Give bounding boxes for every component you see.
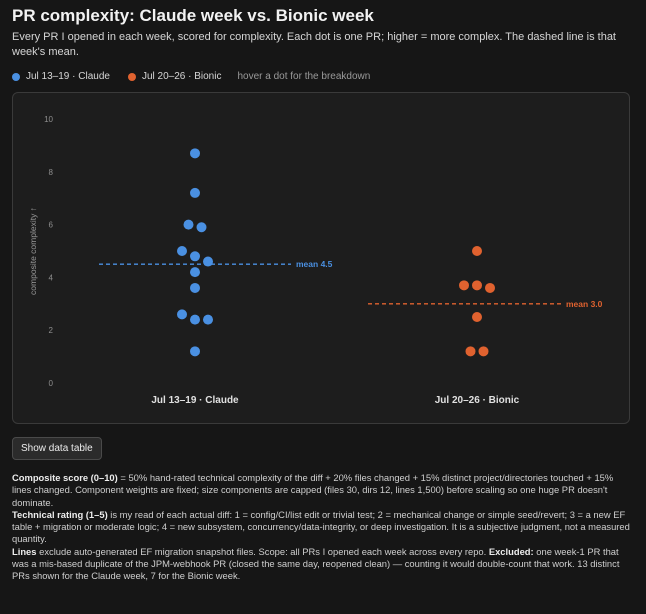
chart-legend: Jul 13–19 · Claude Jul 20–26 · Bionic ho…: [12, 71, 370, 82]
technical-text: is my read of each actual diff: 1 = conf…: [12, 508, 630, 545]
legend-item-bionic: Jul 20–26 · Bionic: [127, 71, 222, 82]
data-point: [190, 282, 200, 293]
y-tick-label: 0: [49, 379, 54, 388]
lines-text: exclude auto-generated EF migration snap…: [36, 545, 489, 557]
data-point: [472, 246, 482, 256]
data-point: [190, 314, 200, 325]
y-tick-label: 6: [49, 221, 54, 230]
data-point: [190, 148, 200, 159]
legend-label: Jul 20–26 · Bionic: [141, 71, 222, 82]
y-tick-label: 10: [44, 115, 53, 124]
excluded-label: Excluded:: [488, 545, 534, 557]
legend-dot-icon: [127, 72, 136, 81]
y-tick-label: 4: [49, 273, 54, 282]
lines-note: Lines exclude auto-generated EF migratio…: [12, 546, 634, 583]
page-title: PR complexity: Claude week vs. Bionic we…: [12, 6, 374, 25]
scatter-chart: 0 2 4 6 8 10 composite complexity ↑ Jul 13–19 ·…: [28, 115, 603, 406]
excluded-text: one week-1 PR that was a mis-based dupli…: [12, 545, 620, 582]
technical-note: Technical rating (1–5) is my read of eac…: [12, 509, 634, 546]
data-point: [190, 267, 200, 278]
data-point: [177, 309, 187, 320]
legend-item-claude: Jul 13–19 · Claude: [12, 71, 110, 82]
data-point: [478, 346, 489, 357]
data-point: [190, 187, 200, 198]
show-data-table-button[interactable]: Show data table: [12, 437, 102, 460]
page-subtitle: Every PR I opened in each week, scored f…: [12, 31, 616, 58]
data-point: [183, 219, 194, 230]
x-category-label: Jul 20–26 · Bionic: [435, 395, 520, 406]
y-tick-label: 2: [49, 326, 54, 335]
legend-label: Jul 13–19 · Claude: [26, 71, 110, 82]
data-point: [472, 280, 482, 291]
methodology-notes: Composite score (0–10) = 50% hand-rated …: [12, 472, 634, 583]
composite-label: Composite score (0–10): [12, 472, 118, 483]
data-point: [177, 246, 187, 256]
legend-dot-icon: [12, 72, 20, 81]
data-point: [190, 251, 200, 262]
y-axis-label: composite complexity ↑: [28, 207, 38, 295]
chart-panel: 0 2 4 6 8 10 composite complexity ↑ Jul 13–19 ·…: [12, 92, 630, 424]
data-point: [190, 346, 200, 357]
lines-label: Lines: [12, 545, 37, 557]
x-category-label: Jul 13–19 · Claude: [151, 395, 239, 406]
hover-hint: hover a dot for the breakdown: [237, 71, 371, 82]
y-tick-label: 8: [49, 168, 54, 177]
technical-label: Technical rating (1–5): [12, 508, 108, 520]
data-point: [196, 222, 207, 233]
data-point: [459, 280, 469, 291]
mean-label: mean 3.0: [566, 299, 603, 309]
data-point: [465, 346, 476, 357]
data-point: [203, 314, 213, 325]
composite-note: Composite score (0–10) = 50% hand-rated …: [12, 472, 634, 509]
data-point: [485, 282, 495, 293]
mean-label: mean 4.5: [296, 259, 333, 269]
data-point: [203, 256, 213, 267]
composite-text: = 50% hand-rated technical complexity of…: [12, 472, 614, 508]
data-point: [472, 312, 482, 322]
